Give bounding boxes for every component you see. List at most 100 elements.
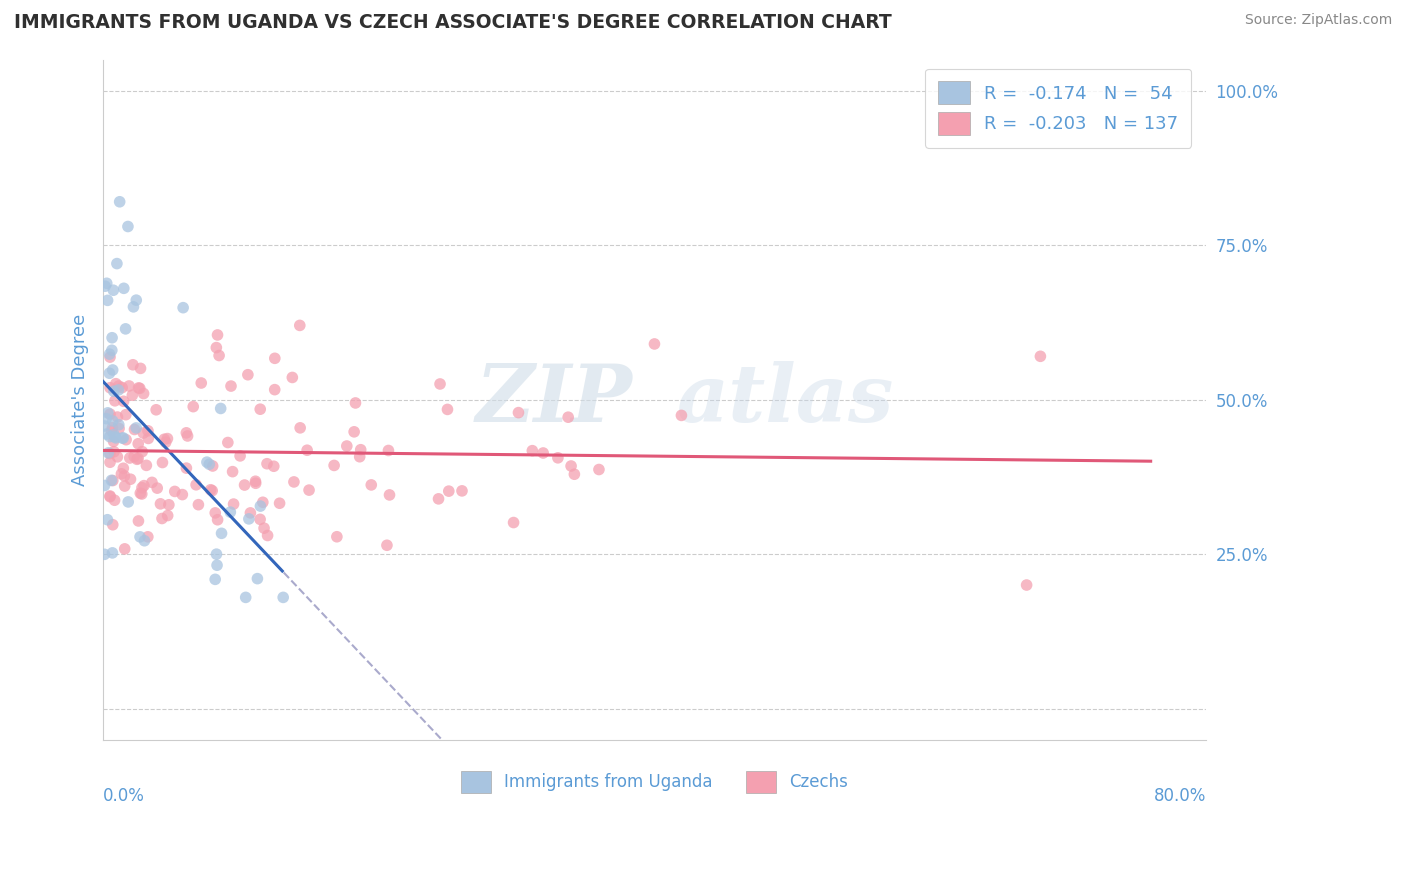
Point xyxy=(295,443,318,458)
Point xyxy=(101,331,124,345)
Point xyxy=(117,495,139,509)
Point xyxy=(104,393,127,408)
Point xyxy=(156,508,179,523)
Legend: Immigrants from Uganda, Czechs: Immigrants from Uganda, Czechs xyxy=(454,764,855,799)
Point xyxy=(103,283,125,297)
Point xyxy=(112,469,135,483)
Point xyxy=(157,498,180,512)
Point xyxy=(128,381,150,395)
Text: 80.0%: 80.0% xyxy=(1153,787,1206,805)
Point xyxy=(112,431,135,445)
Point xyxy=(98,490,121,504)
Point xyxy=(531,446,554,460)
Text: 0.0%: 0.0% xyxy=(103,787,145,805)
Point xyxy=(98,429,121,443)
Point xyxy=(1015,578,1038,592)
Point xyxy=(101,414,124,428)
Point xyxy=(221,465,243,479)
Point xyxy=(350,442,373,457)
Point xyxy=(323,458,346,473)
Point xyxy=(378,488,401,502)
Point xyxy=(163,484,186,499)
Point xyxy=(181,400,204,414)
Text: atlas: atlas xyxy=(676,361,894,438)
Point xyxy=(101,546,124,560)
Point xyxy=(222,497,245,511)
Point xyxy=(128,381,150,395)
Point xyxy=(136,432,159,446)
Point xyxy=(125,452,148,467)
Point xyxy=(156,432,179,446)
Point xyxy=(120,472,142,486)
Point xyxy=(508,406,530,420)
Point xyxy=(557,410,579,425)
Point xyxy=(211,526,233,541)
Point xyxy=(98,347,121,361)
Point xyxy=(256,457,278,471)
Point xyxy=(671,409,693,423)
Point xyxy=(101,420,124,434)
Point xyxy=(103,427,125,442)
Point xyxy=(98,381,121,395)
Point xyxy=(239,506,262,520)
Point xyxy=(205,558,228,573)
Point xyxy=(360,478,382,492)
Point xyxy=(451,483,474,498)
Point xyxy=(233,478,256,492)
Point xyxy=(522,443,544,458)
Point xyxy=(107,450,129,464)
Point xyxy=(207,328,229,343)
Point xyxy=(125,421,148,435)
Point xyxy=(132,425,155,440)
Point xyxy=(502,516,524,530)
Point xyxy=(107,383,129,397)
Point xyxy=(101,343,124,358)
Point xyxy=(153,432,176,446)
Point xyxy=(588,462,610,476)
Point xyxy=(101,517,124,532)
Point xyxy=(288,421,311,435)
Point xyxy=(172,487,194,501)
Point xyxy=(118,450,141,465)
Point xyxy=(131,444,153,458)
Point xyxy=(112,394,135,409)
Point xyxy=(205,547,228,561)
Point xyxy=(127,436,149,450)
Point xyxy=(437,484,460,499)
Point xyxy=(96,411,118,425)
Point xyxy=(136,424,159,438)
Point xyxy=(195,455,218,469)
Point xyxy=(235,591,257,605)
Point xyxy=(107,417,129,432)
Point xyxy=(114,541,136,556)
Point xyxy=(176,461,198,475)
Point xyxy=(129,486,152,500)
Point xyxy=(217,435,239,450)
Point xyxy=(1029,349,1052,363)
Point xyxy=(114,479,136,493)
Point xyxy=(132,386,155,401)
Point xyxy=(134,533,156,548)
Point xyxy=(96,427,118,442)
Point xyxy=(201,458,224,473)
Point xyxy=(207,513,229,527)
Point xyxy=(125,293,148,307)
Point xyxy=(129,530,152,544)
Point xyxy=(97,446,120,460)
Point xyxy=(245,475,267,489)
Point xyxy=(98,350,121,364)
Point xyxy=(326,530,349,544)
Point xyxy=(263,459,285,474)
Point xyxy=(283,475,305,489)
Point xyxy=(111,431,134,445)
Point xyxy=(560,458,582,473)
Point xyxy=(377,443,399,458)
Point xyxy=(132,478,155,492)
Point xyxy=(271,591,294,605)
Point xyxy=(104,376,127,391)
Point xyxy=(201,483,224,498)
Point xyxy=(269,496,291,510)
Point xyxy=(246,572,269,586)
Point xyxy=(111,381,134,395)
Point xyxy=(98,446,121,460)
